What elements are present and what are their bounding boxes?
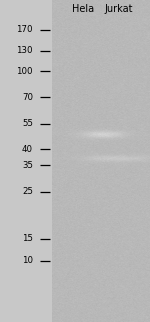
Text: 100: 100 bbox=[16, 67, 33, 76]
Text: Jurkat: Jurkat bbox=[104, 4, 133, 14]
Text: Hela: Hela bbox=[72, 4, 94, 14]
Text: 35: 35 bbox=[22, 161, 33, 170]
Text: 25: 25 bbox=[22, 187, 33, 196]
Text: 170: 170 bbox=[16, 25, 33, 34]
Text: 10: 10 bbox=[22, 256, 33, 265]
Text: 15: 15 bbox=[22, 234, 33, 243]
Text: 40: 40 bbox=[22, 145, 33, 154]
Text: 70: 70 bbox=[22, 93, 33, 102]
Text: 55: 55 bbox=[22, 119, 33, 128]
Text: 130: 130 bbox=[16, 46, 33, 55]
